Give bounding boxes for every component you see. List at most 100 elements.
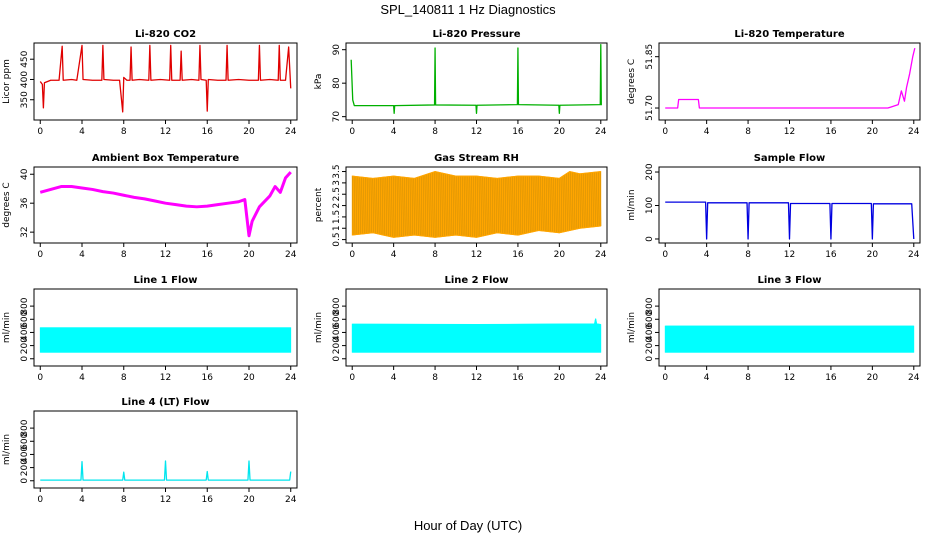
x-tick-label: 4: [704, 127, 710, 137]
x-tick-label: 0: [662, 373, 668, 383]
x-tick-label: 20: [243, 250, 255, 260]
y-tick-label: 200: [645, 163, 655, 180]
x-axis-title: Hour of Day (UTC): [413, 518, 523, 533]
y-tick-label: 400: [20, 324, 30, 341]
x-tick-label: 24: [285, 373, 297, 383]
x-tick-label: 20: [554, 373, 566, 383]
plot-area: [350, 44, 602, 114]
x-tick-label: 8: [121, 127, 127, 137]
plot-area: [39, 171, 292, 238]
x-tick-label: 20: [867, 127, 879, 137]
series-line-ambient-0: [39, 171, 292, 238]
plot-area: [351, 318, 602, 353]
y-tick-label: 800: [645, 297, 655, 314]
panel-title: Line 3 Flow: [758, 275, 822, 286]
panel-title: Sample Flow: [754, 153, 826, 164]
y-axis-label: degrees C: [2, 182, 12, 227]
y-axis-label: kPa: [314, 74, 324, 90]
panel-pressure: Li-820 Pressure 0 4 8 12 16 20 24 70 80 90 kPa: [314, 29, 608, 137]
y-tick-label: 800: [332, 297, 342, 314]
series-band-line1: [39, 327, 292, 353]
x-tick-label: 0: [662, 250, 668, 260]
x-tick-label: 12: [784, 250, 795, 260]
y-tick-label: 400: [20, 71, 30, 88]
x-tick-label: 24: [908, 373, 920, 383]
panel-rh: Gas Stream RH 0 4 8 12 16 20 24 0.511.52 2.53 3.5 p…: [314, 153, 608, 260]
y-tick-label: 350: [20, 91, 30, 108]
series-line-sample-0: [665, 201, 915, 240]
y-tick-label: 0: [645, 356, 655, 362]
x-tick-label: 0: [349, 127, 355, 137]
x-tick-label: 0: [37, 495, 43, 505]
x-tick-label: 12: [160, 250, 171, 260]
x-tick-label: 16: [512, 373, 524, 383]
x-tick-label: 24: [908, 127, 920, 137]
y-tick-label: 0: [645, 236, 655, 242]
x-tick-label: 0: [349, 373, 355, 383]
y-tick-label: 0: [332, 356, 342, 362]
y-tick-label: 400: [332, 324, 342, 341]
y-tick-label: 36: [20, 197, 30, 209]
series-line-co2-0: [39, 44, 292, 113]
x-tick-label: 24: [285, 495, 297, 505]
y-axis-label: Licor ppm: [2, 59, 12, 104]
y-tick-label: 80: [332, 77, 342, 89]
y-tick-label: 3: [332, 180, 342, 186]
y-tick-label: 450: [20, 50, 30, 67]
y-tick-label: 200: [20, 337, 30, 354]
y-tick-label: 2: [332, 203, 342, 209]
x-tick-label: 16: [202, 495, 214, 505]
y-axis-label: percent: [314, 187, 324, 222]
x-tick-label: 20: [554, 127, 566, 137]
panel-temperature: Li-820 Temperature 0 4 8 12 16 20 24 51.70 51.85 d…: [627, 29, 921, 137]
y-tick-label: 51.85: [645, 44, 655, 70]
plot-area: [664, 325, 915, 353]
panel-title: Line 1 Flow: [134, 275, 198, 286]
y-tick-label: 600: [20, 310, 30, 327]
panel-title: Ambient Box Temperature: [92, 153, 239, 164]
x-tick-label: 8: [745, 127, 751, 137]
x-tick-label: 4: [391, 250, 397, 260]
x-tick-label: 8: [745, 373, 751, 383]
x-tick-label: 0: [37, 373, 43, 383]
y-tick-label: 40: [20, 168, 30, 180]
y-tick-label: 2.5: [332, 187, 342, 201]
y-tick-label: 1: [332, 225, 342, 231]
plot-frame: [33, 42, 298, 121]
x-tick-label: 16: [825, 250, 837, 260]
y-tick-label: 0.5: [332, 232, 342, 246]
x-tick-label: 8: [432, 127, 438, 137]
y-axis-label: ml/min: [314, 312, 324, 343]
series-line-line4-0: [40, 460, 292, 481]
x-tick-label: 4: [391, 127, 397, 137]
panel-title: Li-820 Pressure: [432, 29, 520, 40]
x-tick-label: 4: [79, 127, 85, 137]
x-tick-label: 0: [37, 250, 43, 260]
x-tick-label: 12: [471, 373, 482, 383]
x-tick-label: 0: [37, 127, 43, 137]
x-tick-label: 8: [121, 250, 127, 260]
y-tick-label: 90: [332, 44, 342, 56]
y-tick-label: 600: [20, 432, 30, 449]
y-tick-label: 3.5: [332, 164, 342, 178]
panel-ambient: Ambient Box Temperature 0 4 8 12 16 20 24 32 36 40…: [2, 153, 298, 260]
x-tick-label: 8: [745, 250, 751, 260]
x-tick-label: 4: [704, 250, 710, 260]
y-axis-label: ml/min: [2, 312, 12, 343]
x-tick-label: 24: [595, 250, 607, 260]
series-line-rh-1: [352, 225, 601, 238]
y-tick-label: 1.5: [332, 210, 342, 224]
x-tick-label: 24: [595, 373, 607, 383]
y-tick-label: 51.70: [645, 95, 655, 121]
y-tick-label: 800: [20, 419, 30, 436]
x-tick-label: 24: [595, 127, 607, 137]
x-tick-label: 20: [867, 250, 879, 260]
y-tick-label: 32: [20, 226, 30, 237]
y-axis-label: degrees C: [627, 59, 637, 104]
plot-area: [39, 327, 292, 353]
x-tick-label: 16: [512, 250, 524, 260]
x-tick-label: 8: [432, 373, 438, 383]
y-tick-label: 200: [332, 337, 342, 354]
series-line-pressure-0: [350, 44, 602, 114]
y-tick-label: 400: [645, 324, 655, 341]
